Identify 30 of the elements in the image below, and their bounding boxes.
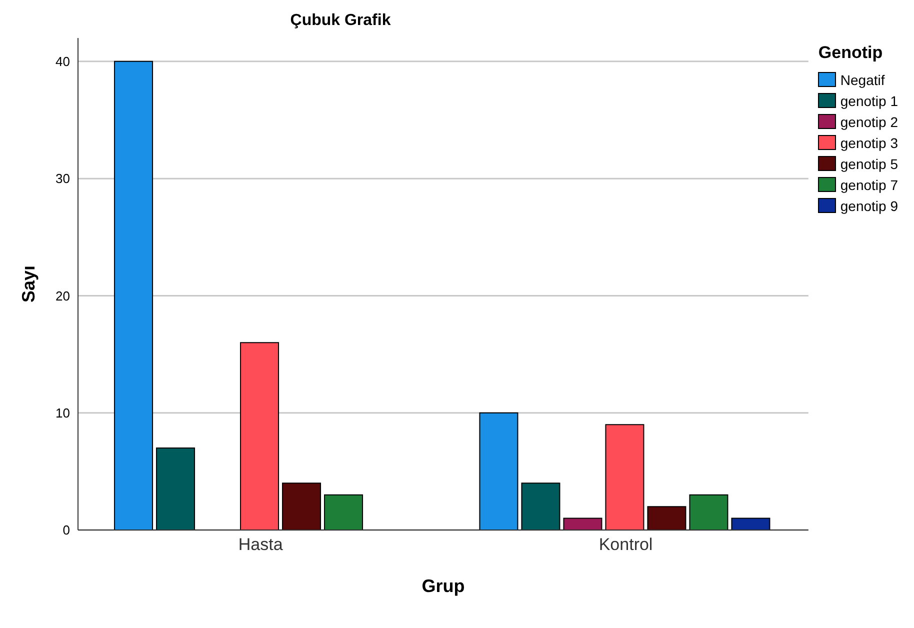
bar — [689, 494, 728, 530]
legend-label: genotip 3 — [839, 134, 898, 153]
x-tick-label: Kontrol — [598, 535, 653, 554]
bar — [156, 448, 196, 530]
bar — [521, 482, 560, 530]
bar — [563, 518, 602, 530]
bar — [240, 342, 280, 530]
bar — [282, 482, 322, 530]
y-tick-label: 10 — [56, 405, 70, 420]
y-tick-label: 0 — [62, 522, 70, 538]
y-tick-label: 20 — [56, 288, 70, 304]
y-tick-label: 30 — [56, 171, 70, 186]
bar — [731, 518, 770, 530]
legend-title: Genotip — [818, 43, 884, 63]
legend-label: Negatif — [839, 70, 886, 90]
y-tick-label: 40 — [56, 54, 70, 70]
legend-label: genotip 9 — [839, 196, 898, 216]
legend-label: genotip 1 — [839, 92, 898, 111]
legend-label: genotip 5 — [839, 154, 898, 174]
bar — [605, 424, 644, 530]
legend-label: genotip 7 — [839, 176, 898, 195]
bar — [114, 60, 154, 530]
x-tick-label: Hasta — [238, 535, 284, 554]
bar — [479, 412, 518, 530]
chart-title: Çubuk Grafik — [290, 12, 391, 29]
bar — [647, 506, 686, 530]
bar — [324, 494, 364, 530]
legend-label: genotip 2 — [839, 112, 898, 132]
y-axis-title: Sayı — [18, 265, 38, 303]
x-axis-title: Grup — [422, 576, 465, 596]
